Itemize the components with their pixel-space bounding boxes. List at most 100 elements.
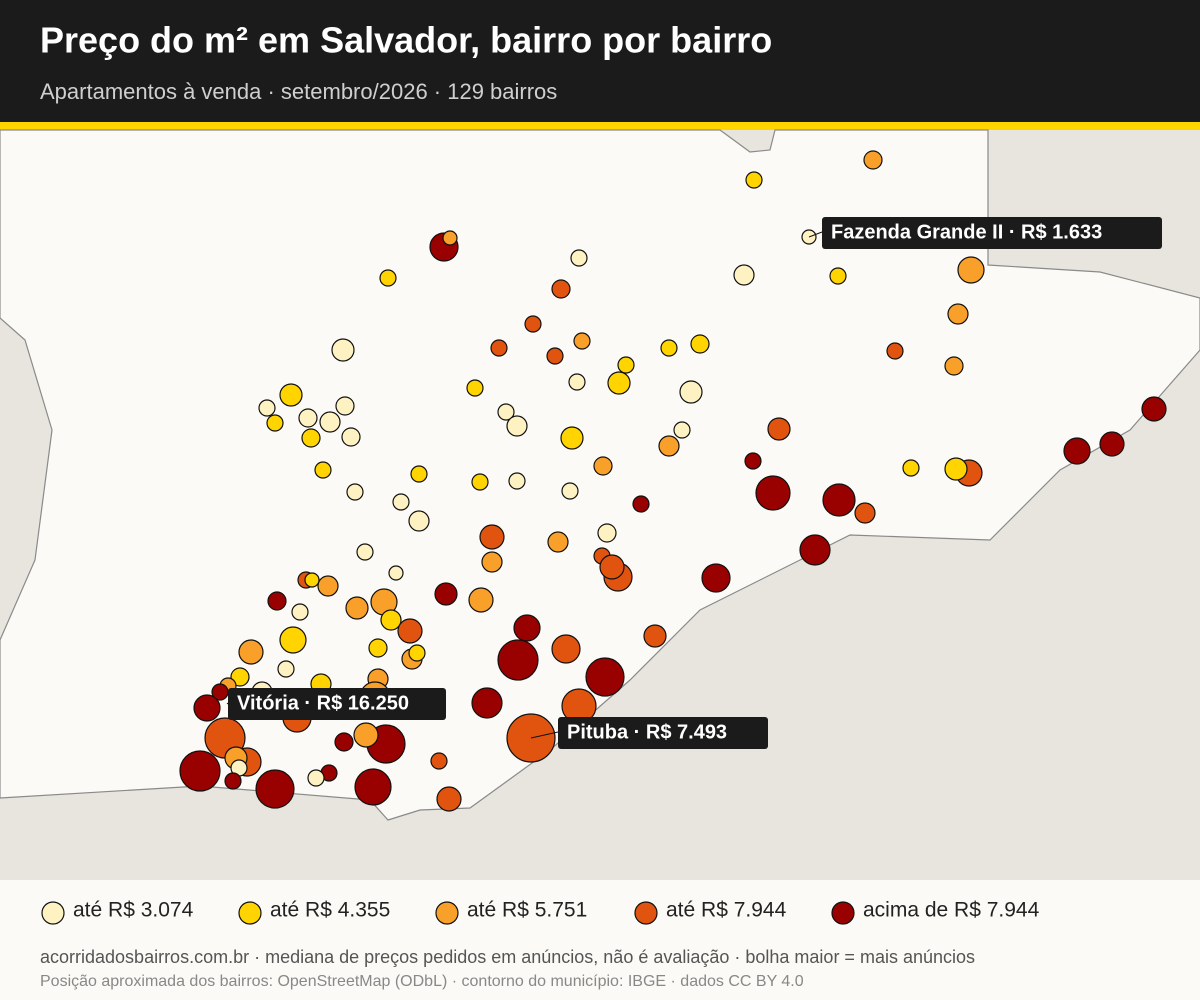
neighborhood-bubble [298,408,318,428]
neighborhood-bubble [277,660,295,678]
neighborhood-bubble [599,554,625,580]
neighborhood-bubble [767,417,791,441]
neighborhood-bubble [346,483,364,501]
annotation-box [822,217,1162,249]
neighborhood-bubble [471,687,503,719]
neighborhood-bubble [947,303,969,325]
neighborhood-bubble [593,456,613,476]
neighborhood-bubble [481,551,503,573]
legend-label: até R$ 5.751 [467,899,587,922]
neighborhood-bubble [379,269,397,287]
neighborhood-bubble [551,634,581,664]
neighborhood-bubble [224,772,242,790]
neighborhood-bubble [597,523,617,543]
neighborhood-bubble [258,399,276,417]
neighborhood-bubble [643,624,667,648]
neighborhood-bubble [744,452,762,470]
neighborhood-bubble [335,396,355,416]
neighborhood-bubble [267,591,287,611]
neighborhood-bubble [334,732,354,752]
annotation-box [558,717,768,749]
neighborhood-bubble [331,338,355,362]
annotations: Fazenda Grande II · R$ 1.633 Vitória · R$… [226,217,1162,749]
neighborhood-bubble [506,415,528,437]
neighborhood-bubble [658,435,680,457]
leader-line [530,731,559,739]
neighborhood-bubble [279,383,303,407]
neighborhood-bubble [466,379,484,397]
neighborhood-bubble [524,315,542,333]
neighborhood-bubble [479,524,505,550]
title: Preço do m² em Salvador, bairro por bair… [40,20,772,61]
neighborhood-bubble [944,457,968,481]
legend-swatch [41,901,65,925]
bubbles [179,150,1167,812]
map: Fazenda Grande II · R$ 1.633 Vitória · R$… [0,129,1200,880]
neighborhood-bubble [854,502,876,524]
neighborhood-bubble [607,371,631,395]
neighborhood-bubble [193,694,221,722]
subtitle: Apartamentos à venda · setembro/2026 · 1… [40,79,557,104]
neighborhood-bubble [561,482,579,500]
legend-label: até R$ 3.074 [73,899,194,922]
neighborhood-bubble [573,332,591,350]
neighborhood-bubble [353,722,379,748]
neighborhood-bubble [468,587,494,613]
neighborhood-bubble [1141,396,1167,422]
neighborhood-bubble [547,531,569,553]
neighborhood-bubble [356,543,374,561]
neighborhood-bubble [279,626,307,654]
leader-line [808,231,823,238]
neighborhood-bubble [388,565,404,581]
neighborhood-bubble [368,638,388,658]
neighborhood-bubble [944,356,964,376]
legend: até R$ 3.074 até R$ 4.355 até R$ 5.751 até … [41,899,1040,925]
header-bg [0,0,1200,122]
annotation-label: Pituba · R$ 7.493 [567,721,727,743]
neighborhood-bubble [679,380,703,404]
neighborhood-bubble [551,279,571,299]
legend-label: até R$ 7.944 [666,899,787,922]
neighborhood-bubble [307,769,325,787]
legend-bg [0,880,1200,1000]
attribution: Posição aproximada dos bairros: OpenStre… [40,973,804,990]
annotation-box [228,688,446,720]
neighborhood-bubble [442,230,458,246]
neighborhood-bubble [560,426,584,450]
source-note: acorridadosbairros.com.br · mediana de p… [40,947,975,967]
legend-label: até R$ 4.355 [270,899,390,922]
neighborhood-bubble [255,769,295,809]
neighborhood-bubble [1099,431,1125,457]
neighborhood-bubble [345,596,369,620]
neighborhood-bubble [733,264,755,286]
neighborhood-bubble [291,603,309,621]
neighborhood-bubble [319,411,341,433]
neighborhood-bubble [408,644,426,662]
legend-swatch [831,901,855,925]
neighborhood-bubble [410,465,428,483]
neighborhood-bubble [341,427,361,447]
neighborhood-bubble [408,510,430,532]
neighborhood-bubble [179,750,221,792]
annotation-label: Vitória · R$ 16.250 [237,692,409,714]
legend-swatch [238,901,262,925]
neighborhood-bubble [886,342,904,360]
neighborhood-bubble [632,495,650,513]
neighborhood-bubble [822,483,856,517]
neighborhood-bubble [230,667,250,687]
neighborhood-bubble [745,171,763,189]
neighborhood-bubble [301,428,321,448]
neighborhood-bubble [471,473,489,491]
neighborhood-bubble [690,334,710,354]
leader-line [226,702,229,705]
neighborhood-bubble [354,768,392,806]
neighborhood-bubble [673,421,691,439]
legend-label: acima de R$ 7.944 [863,899,1040,922]
neighborhood-bubble [508,472,526,490]
neighborhood-bubble [266,414,284,432]
neighborhood-bubble [546,347,564,365]
neighborhood-bubble [863,150,883,170]
neighborhood-bubble [755,475,791,511]
neighborhood-bubble [430,752,448,770]
